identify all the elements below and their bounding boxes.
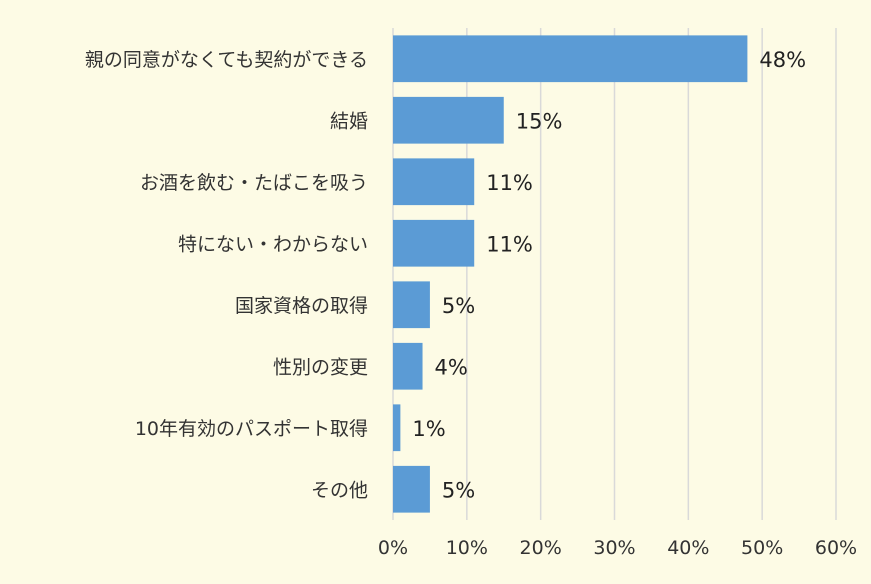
bar	[393, 158, 475, 206]
bar	[393, 35, 748, 83]
category-label: 結婚	[330, 110, 368, 132]
bar	[393, 219, 475, 267]
data-label: 5%	[442, 294, 475, 318]
bar	[393, 404, 401, 452]
x-tick-label: 20%	[520, 537, 562, 559]
bar	[393, 342, 423, 390]
data-label: 11%	[486, 171, 533, 195]
x-tick-label: 60%	[815, 537, 857, 559]
bar	[393, 96, 504, 144]
x-tick-label: 10%	[446, 537, 488, 559]
category-label: 10年有効のパスポート取得	[135, 418, 368, 440]
category-labels: 親の同意がなくても契約ができる結婚お酒を飲む・たばこを吸う特にない・わからない国…	[85, 49, 368, 502]
category-label: 親の同意がなくても契約ができる	[85, 49, 368, 71]
x-axis-tick-labels: 0% 10% 20% 30% 40% 50% 60%	[378, 537, 857, 559]
data-label: 1%	[412, 417, 445, 441]
category-label: 特にない・わからない	[178, 233, 368, 255]
category-label: 性別の変更	[273, 356, 368, 378]
value-labels: 48% 15% 11% 11% 5% 4% 1% 5%	[412, 48, 806, 503]
data-label: 48%	[759, 48, 806, 72]
data-label: 15%	[516, 109, 563, 133]
bar	[393, 281, 430, 329]
data-label: 11%	[486, 232, 533, 256]
x-tick-label: 0%	[378, 537, 408, 559]
category-label: その他	[311, 479, 368, 501]
x-tick-label: 40%	[667, 537, 709, 559]
x-tick-label: 50%	[741, 537, 783, 559]
category-label: お酒を飲む・たばこを吸う	[140, 172, 368, 194]
category-label: 国家資格の取得	[235, 295, 368, 317]
data-label: 4%	[435, 355, 468, 379]
data-label: 5%	[442, 478, 475, 502]
x-tick-label: 30%	[593, 537, 635, 559]
bars	[393, 35, 748, 513]
bar	[393, 465, 430, 513]
